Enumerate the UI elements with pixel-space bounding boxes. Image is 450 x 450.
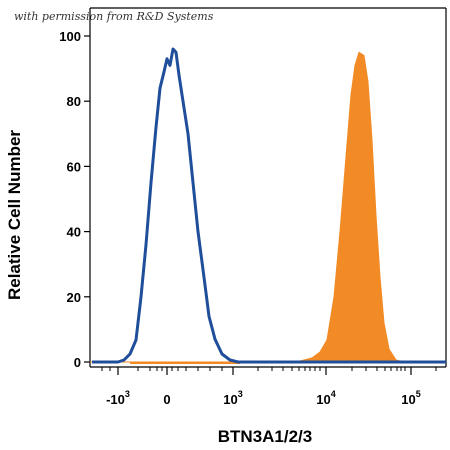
y-tick-label: 0	[74, 355, 81, 370]
y-tick-label: 80	[67, 94, 81, 109]
x-axis-title: BTN3A1/2/3	[218, 427, 312, 446]
series-layer	[90, 47, 446, 364]
y-tick-label: 100	[59, 29, 81, 44]
x-tick-label: 103	[223, 389, 242, 407]
series-outline-histogram	[92, 47, 446, 364]
y-axis-title: Relative Cell Number	[5, 130, 24, 300]
plot-frame	[89, 7, 447, 368]
y-axis-ticks: 0 20 40 60 80 100	[59, 29, 90, 370]
series-filled-histogram	[90, 51, 446, 363]
x-tick-label: 104	[316, 389, 335, 407]
watermark-text: with permission from R&D Systems	[14, 10, 214, 23]
x-axis-ticks: -103 0 103 104 105	[101, 367, 437, 407]
x-tick-label: 0	[163, 392, 170, 407]
y-tick-label: 40	[67, 225, 81, 240]
x-tick-label: 105	[401, 389, 420, 407]
y-tick-label: 20	[67, 290, 81, 305]
y-tick-label: 60	[67, 159, 81, 174]
x-tick-label: -103	[106, 389, 130, 407]
